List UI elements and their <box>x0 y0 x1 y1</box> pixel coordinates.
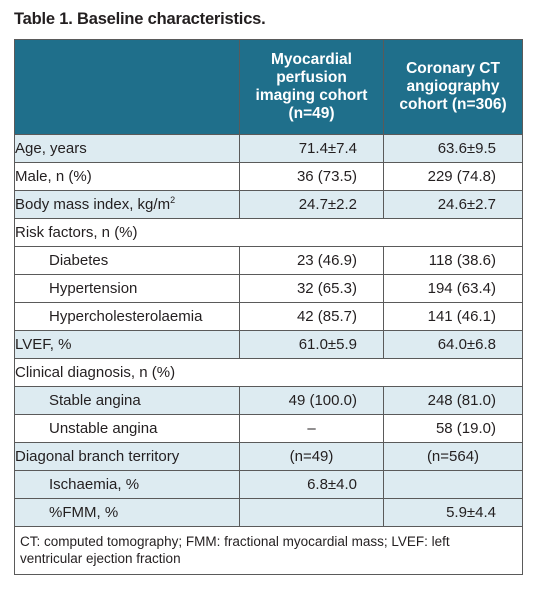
header-ccta-line: angiography <box>406 78 499 95</box>
header-mpi-line: imaging cohort <box>256 87 368 104</box>
ccta-value <box>384 471 523 499</box>
ccta-value: 118 (38.6) <box>384 247 523 275</box>
table-row: %FMM, % 5.9±4.4 <box>15 499 523 527</box>
mpi-value: 6.8±4.0 <box>240 471 384 499</box>
mpi-value: 32 (65.3) <box>240 275 384 303</box>
mpi-value: 42 (85.7) <box>240 303 384 331</box>
row-label: Diagonal branch territory <box>15 443 240 471</box>
table-row: Diagonal branch territory (n=49) (n=564) <box>15 443 523 471</box>
header-mpi-line: (n=49) <box>288 105 334 122</box>
header-ccta-line: Coronary CT <box>406 60 500 77</box>
ccta-value: 248 (81.0) <box>384 387 523 415</box>
table-row-section: Clinical diagnosis, n (%) <box>15 359 523 387</box>
table-caption: Table 1. Baseline characteristics. <box>14 10 266 29</box>
row-label: Ischaemia, % <box>15 471 240 499</box>
ccta-value: (n=564) <box>384 443 523 471</box>
ccta-value: 63.6±9.5 <box>384 135 523 163</box>
ccta-value: 24.6±2.7 <box>384 191 523 219</box>
table-row: Stable angina 49 (100.0) 248 (81.0) <box>15 387 523 415</box>
table-row-section: Risk factors, n (%) <box>15 219 523 247</box>
footnote-line: ventricular ejection fraction <box>20 551 181 566</box>
header-mpi-line: perfusion <box>276 69 347 86</box>
row-label-text: Body mass index, kg/m <box>15 196 170 213</box>
table-row: LVEF, % 61.0±5.9 64.0±6.8 <box>15 331 523 359</box>
table-row: Age, years 71.4±7.4 63.6±9.5 <box>15 135 523 163</box>
row-label: Hypercholesterolaemia <box>15 303 240 331</box>
mpi-value <box>240 499 384 527</box>
mpi-value: 23 (46.9) <box>240 247 384 275</box>
row-label: Age, years <box>15 135 240 163</box>
row-label: Male, n (%) <box>15 163 240 191</box>
baseline-characteristics-table: Myocardial perfusion imaging cohort (n=4… <box>14 39 523 575</box>
mpi-value: – <box>240 415 384 443</box>
mpi-value: 24.7±2.2 <box>240 191 384 219</box>
ccta-value: 5.9±4.4 <box>384 499 523 527</box>
header-ccta-cohort: Coronary CT angiography cohort (n=306) <box>384 40 523 135</box>
table-row: Male, n (%) 36 (73.5) 229 (74.8) <box>15 163 523 191</box>
table-row: Body mass index, kg/m2 24.7±2.2 24.6±2.7 <box>15 191 523 219</box>
ccta-value: 194 (63.4) <box>384 275 523 303</box>
mpi-value: 71.4±7.4 <box>240 135 384 163</box>
ccta-value: 141 (46.1) <box>384 303 523 331</box>
header-ccta-line: cohort (n=306) <box>399 96 506 113</box>
row-label: LVEF, % <box>15 331 240 359</box>
section-label: Clinical diagnosis, n (%) <box>15 359 523 387</box>
row-label: %FMM, % <box>15 499 240 527</box>
table-row: Hypertension 32 (65.3) 194 (63.4) <box>15 275 523 303</box>
ccta-value: 58 (19.0) <box>384 415 523 443</box>
superscript: 2 <box>170 195 175 205</box>
row-label: Body mass index, kg/m2 <box>15 191 240 219</box>
table-row: Unstable angina – 58 (19.0) <box>15 415 523 443</box>
ccta-value: 229 (74.8) <box>384 163 523 191</box>
header-blank-cell <box>15 40 240 135</box>
row-label: Hypertension <box>15 275 240 303</box>
mpi-value: 49 (100.0) <box>240 387 384 415</box>
table-footnote-row: CT: computed tomography; FMM: fractional… <box>15 527 523 575</box>
table-row: Diabetes 23 (46.9) 118 (38.6) <box>15 247 523 275</box>
footnote-line: CT: computed tomography; FMM: fractional… <box>20 534 450 549</box>
table-row: Hypercholesterolaemia 42 (85.7) 141 (46.… <box>15 303 523 331</box>
table-header-row: Myocardial perfusion imaging cohort (n=4… <box>15 40 523 135</box>
table-footnote: CT: computed tomography; FMM: fractional… <box>15 527 523 575</box>
mpi-value: 36 (73.5) <box>240 163 384 191</box>
header-mpi-cohort: Myocardial perfusion imaging cohort (n=4… <box>240 40 384 135</box>
header-mpi-line: Myocardial <box>271 51 352 68</box>
mpi-value: 61.0±5.9 <box>240 331 384 359</box>
section-label: Risk factors, n (%) <box>15 219 523 247</box>
mpi-value: (n=49) <box>240 443 384 471</box>
table-row: Ischaemia, % 6.8±4.0 <box>15 471 523 499</box>
row-label: Unstable angina <box>15 415 240 443</box>
row-label: Diabetes <box>15 247 240 275</box>
ccta-value: 64.0±6.8 <box>384 331 523 359</box>
row-label: Stable angina <box>15 387 240 415</box>
